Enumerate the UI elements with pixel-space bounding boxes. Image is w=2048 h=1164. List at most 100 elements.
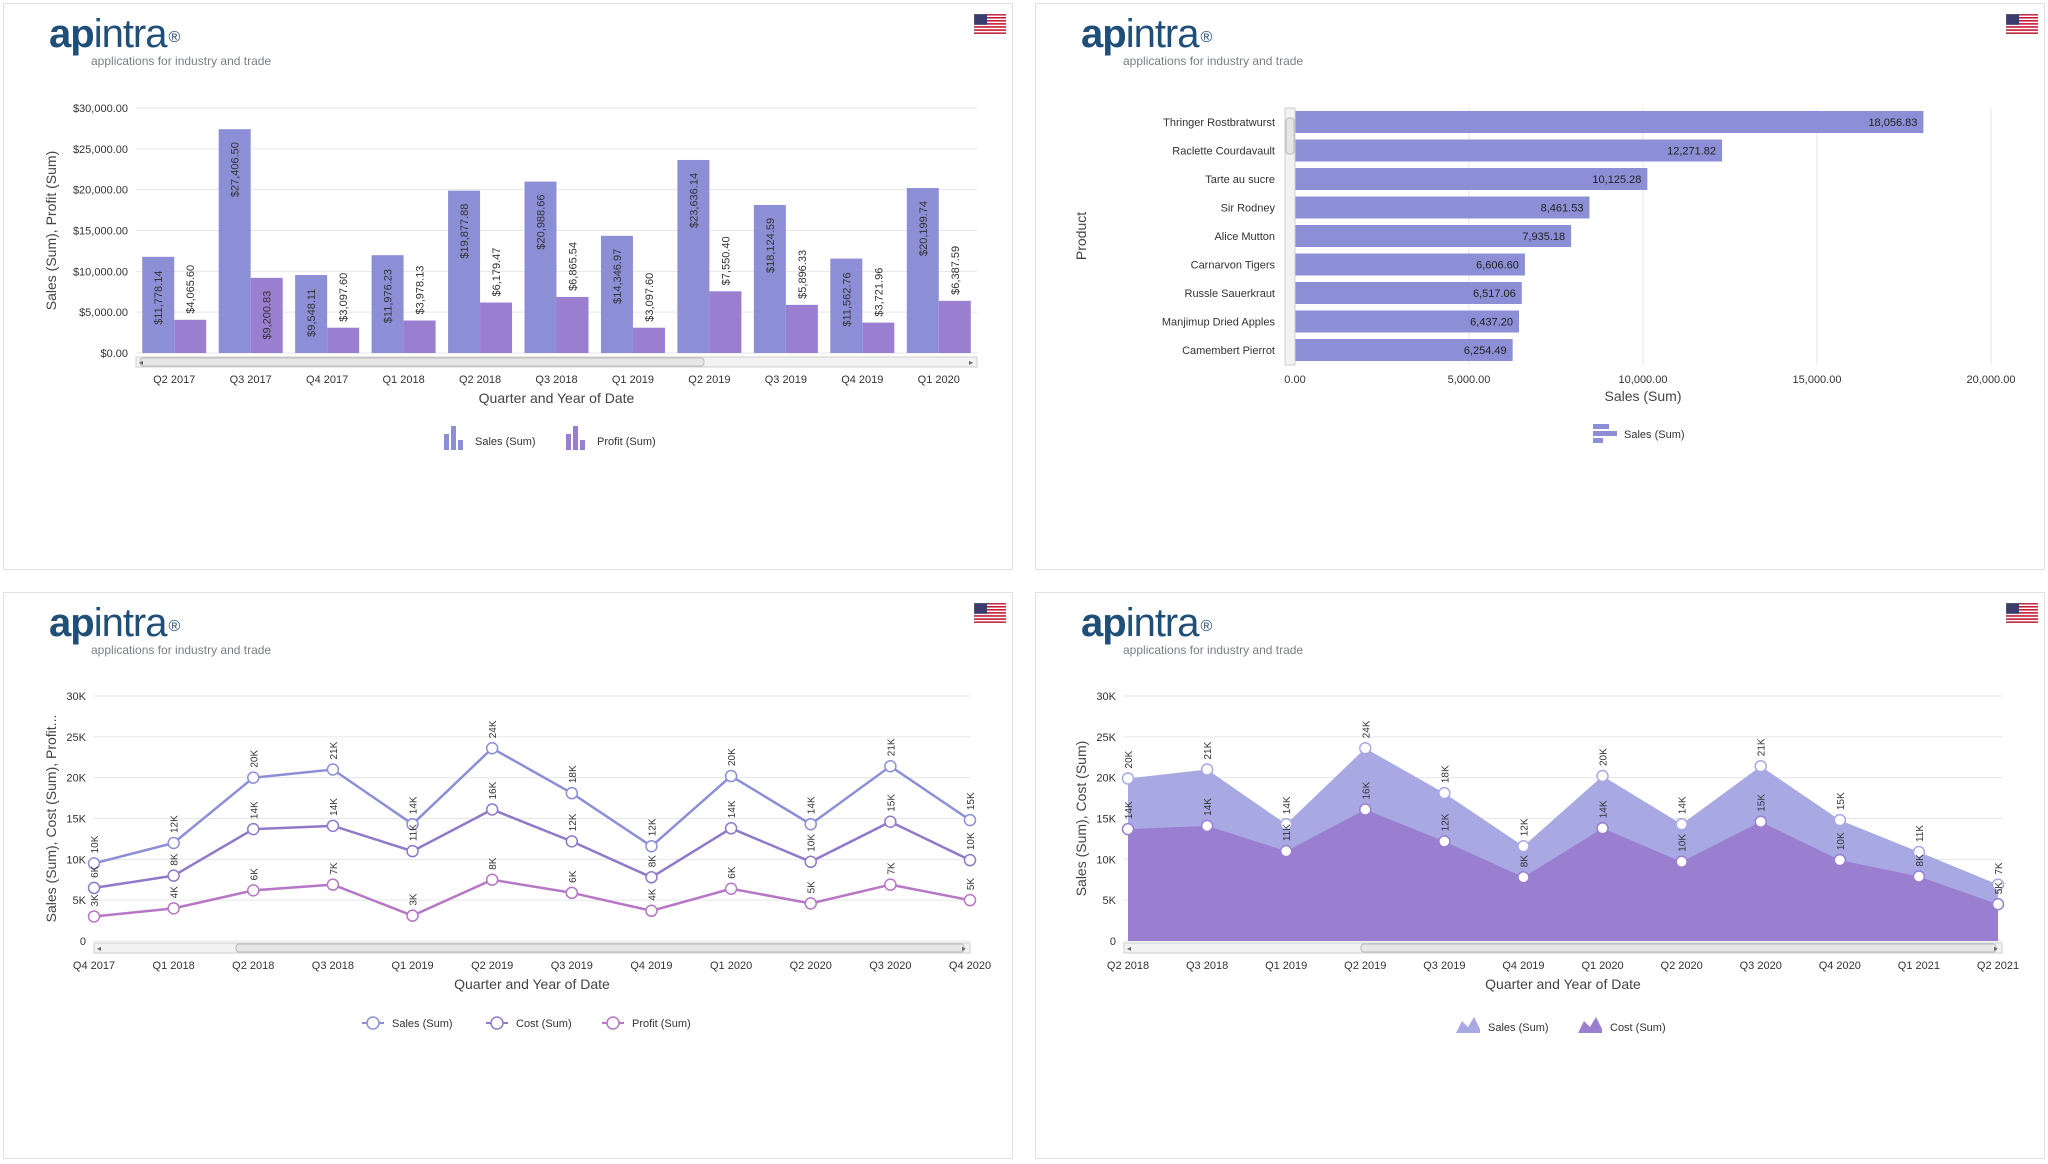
cost-point[interactable] — [1121, 822, 1135, 836]
legend-item-sales[interactable]: Sales (Sum) — [362, 1016, 453, 1030]
profit-bar[interactable] — [403, 320, 436, 353]
cost-point[interactable] — [1754, 815, 1767, 829]
cost-point[interactable] — [1912, 870, 1926, 883]
profit-bar[interactable] — [785, 304, 818, 353]
cost-point[interactable] — [645, 871, 658, 884]
product-sales-bar[interactable] — [1295, 310, 1520, 333]
sales-point[interactable] — [1438, 786, 1451, 800]
legend-item-cost[interactable]: Cost (Sum) — [486, 1016, 572, 1030]
cost-point[interactable] — [804, 855, 817, 869]
y-scrollbar[interactable] — [1284, 107, 1296, 366]
x-scrollbar[interactable]: ◂ ▸ — [93, 942, 971, 954]
us-flag-icon[interactable] — [2006, 603, 2038, 623]
sales-point[interactable] — [1517, 840, 1530, 853]
us-flag-icon[interactable] — [974, 14, 1006, 34]
sales-point[interactable] — [1200, 763, 1214, 776]
profit-bar[interactable] — [938, 300, 971, 353]
profit-bar[interactable] — [327, 327, 360, 353]
cost-point[interactable] — [963, 853, 977, 867]
cost-area[interactable] — [1128, 809, 1998, 941]
cost-point[interactable] — [565, 835, 579, 848]
x-scrollbar[interactable]: ◂ ▸ — [1123, 942, 2003, 954]
profit-bar[interactable] — [250, 277, 283, 353]
profit-point[interactable] — [963, 893, 977, 907]
profit-point[interactable] — [406, 909, 419, 922]
profit-bar[interactable] — [709, 291, 742, 353]
sales-point[interactable] — [645, 840, 658, 853]
sales-point[interactable] — [884, 759, 897, 773]
sales-bar[interactable] — [600, 235, 633, 353]
sales-point[interactable] — [804, 817, 817, 831]
sales-point[interactable] — [724, 769, 738, 783]
product-sales-bar[interactable] — [1295, 168, 1648, 190]
sales-bar[interactable] — [218, 129, 251, 353]
sales-point[interactable] — [485, 742, 499, 755]
sales-bar[interactable] — [830, 258, 863, 353]
cost-point[interactable] — [1200, 819, 1214, 833]
profit-point[interactable] — [247, 884, 260, 897]
profit-point[interactable] — [485, 873, 499, 886]
sales-bar[interactable] — [371, 255, 404, 353]
profit-bar[interactable] — [174, 319, 207, 353]
cost-point[interactable] — [1279, 844, 1293, 858]
sales-point[interactable] — [1754, 759, 1767, 773]
sales-point[interactable] — [167, 836, 180, 850]
cost-point[interactable] — [1675, 855, 1688, 869]
product-sales-bar[interactable] — [1295, 253, 1525, 276]
sales-point[interactable] — [1991, 878, 2005, 891]
sales-bar[interactable] — [906, 188, 939, 353]
product-sales-bar[interactable] — [1295, 282, 1522, 304]
legend-item-sales[interactable]: Sales (Sum) — [1456, 1017, 1549, 1034]
cost-line[interactable] — [93, 808, 971, 890]
cost-point[interactable] — [485, 803, 499, 816]
sales-point[interactable] — [1596, 769, 1609, 783]
cost-point[interactable] — [167, 869, 180, 882]
sales-point[interactable] — [565, 786, 579, 800]
product-sales-bar[interactable] — [1295, 139, 1723, 162]
sales-point[interactable] — [87, 857, 101, 870]
profit-line[interactable] — [93, 878, 971, 918]
sales-point[interactable] — [326, 763, 340, 776]
sales-bar[interactable] — [295, 275, 328, 353]
sales-point[interactable] — [1833, 813, 1847, 827]
cost-point[interactable] — [1517, 871, 1530, 884]
profit-point[interactable] — [645, 904, 658, 918]
sales-bar[interactable] — [142, 256, 175, 353]
sales-point[interactable] — [1912, 845, 1926, 859]
legend-item-sales[interactable]: Sales (Sum) — [1593, 424, 1685, 443]
legend-item-sales[interactable]: Sales (Sum) — [444, 426, 536, 450]
sales-bar[interactable] — [448, 190, 481, 353]
profit-bar[interactable] — [556, 296, 589, 353]
profit-point[interactable] — [326, 878, 340, 891]
us-flag-icon[interactable] — [974, 603, 1006, 623]
sales-bar[interactable] — [677, 159, 710, 353]
profit-point[interactable] — [167, 902, 180, 915]
sales-point[interactable] — [247, 771, 260, 784]
profit-point[interactable] — [724, 882, 738, 895]
product-sales-bar[interactable] — [1295, 196, 1590, 219]
legend-item-profit[interactable]: Profit (Sum) — [602, 1016, 691, 1030]
sales-line[interactable] — [93, 746, 971, 865]
us-flag-icon[interactable] — [2006, 14, 2038, 34]
cost-point[interactable] — [1596, 822, 1609, 835]
sales-point[interactable] — [963, 813, 977, 827]
cost-point[interactable] — [87, 881, 101, 895]
cost-point[interactable] — [1438, 835, 1451, 848]
sales-point[interactable] — [1675, 817, 1688, 831]
legend-item-profit[interactable]: Profit (Sum) — [566, 426, 656, 450]
sales-point[interactable] — [1121, 772, 1135, 785]
profit-bar[interactable] — [480, 302, 513, 353]
cost-point[interactable] — [1833, 853, 1847, 867]
cost-point[interactable] — [1991, 898, 2005, 911]
sales-point[interactable] — [1359, 742, 1372, 755]
sales-point[interactable] — [406, 817, 419, 831]
cost-point[interactable] — [247, 822, 260, 836]
cost-point[interactable] — [1359, 803, 1372, 816]
profit-point[interactable] — [87, 910, 101, 923]
profit-point[interactable] — [884, 878, 897, 891]
profit-bar[interactable] — [862, 322, 895, 353]
product-sales-bar[interactable] — [1295, 111, 1924, 133]
legend-item-cost[interactable]: Cost (Sum) — [1578, 1017, 1666, 1034]
cost-point[interactable] — [406, 844, 419, 858]
sales-bar[interactable] — [524, 181, 557, 353]
